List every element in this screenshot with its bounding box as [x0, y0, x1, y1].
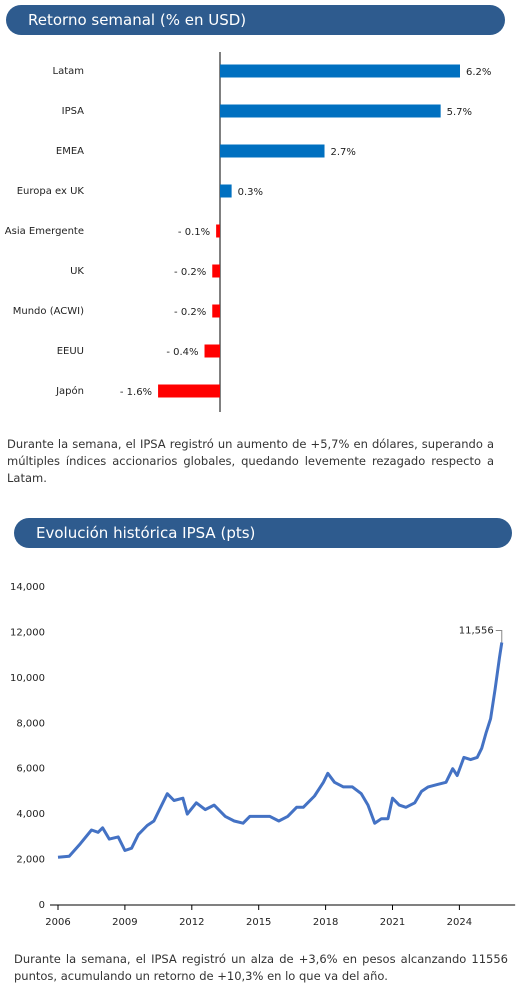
- paragraph: Durante la semana, el IPSA registró un a…: [7, 437, 494, 485]
- paragraph: Durante la semana, el IPSA registró un a…: [14, 952, 508, 983]
- y-tick-label: 2,000: [16, 855, 45, 866]
- x-tick-label: 2009: [112, 917, 137, 928]
- value-label: - 0.2%: [174, 267, 206, 278]
- bar: [220, 184, 232, 198]
- value-label: - 0.4%: [166, 347, 198, 358]
- category-label: Japón: [55, 385, 84, 397]
- x-tick-label: 2024: [447, 917, 472, 928]
- section-header: Evolución histórica IPSA (pts): [14, 518, 512, 548]
- value-label: - 0.1%: [178, 227, 210, 238]
- x-tick-label: 2015: [246, 917, 271, 928]
- x-tick-label: 2021: [380, 917, 405, 928]
- category-label: IPSA: [62, 106, 85, 117]
- x-tick-label: 2012: [179, 917, 204, 928]
- category-label: EMEA: [56, 146, 84, 157]
- category-label: EEUU: [57, 346, 84, 357]
- bar: [158, 384, 220, 398]
- category-label: Europa ex UK: [17, 186, 85, 197]
- category-label: Latam: [53, 66, 85, 77]
- x-tick-label: 2006: [45, 917, 70, 928]
- bar: [216, 224, 220, 238]
- line: [57, 642, 504, 859]
- category-label: UK: [70, 266, 84, 277]
- bar: [220, 144, 325, 158]
- bar: [212, 264, 220, 278]
- value-label: - 1.6%: [120, 387, 152, 398]
- value-label: 0.3%: [238, 187, 263, 198]
- value-label: 6.2%: [466, 67, 491, 78]
- x-tick-label: 2018: [313, 917, 338, 928]
- category-label: Asia Emergente: [5, 226, 84, 237]
- y-tick-label: 12,000: [10, 627, 45, 638]
- annotation: 11,556: [459, 626, 494, 637]
- annotation-leader: [495, 630, 503, 643]
- bar: [220, 64, 460, 78]
- y-tick-label: 0: [39, 900, 45, 911]
- y-tick-label: 14,000: [10, 582, 45, 593]
- y-tick-label: 4,000: [16, 809, 45, 820]
- y-tick-label: 10,000: [10, 673, 45, 684]
- value-label: 5.7%: [447, 107, 472, 118]
- value-label: - 0.2%: [174, 307, 206, 318]
- category-label: Mundo (ACWI): [13, 306, 84, 317]
- section-header: Retorno semanal (% en USD): [6, 5, 505, 35]
- value-label: 2.7%: [331, 147, 356, 158]
- bar: [212, 304, 220, 318]
- bar: [220, 104, 441, 118]
- bar: [204, 344, 220, 358]
- y-tick-label: 6,000: [16, 764, 45, 775]
- y-tick-label: 8,000: [16, 718, 45, 729]
